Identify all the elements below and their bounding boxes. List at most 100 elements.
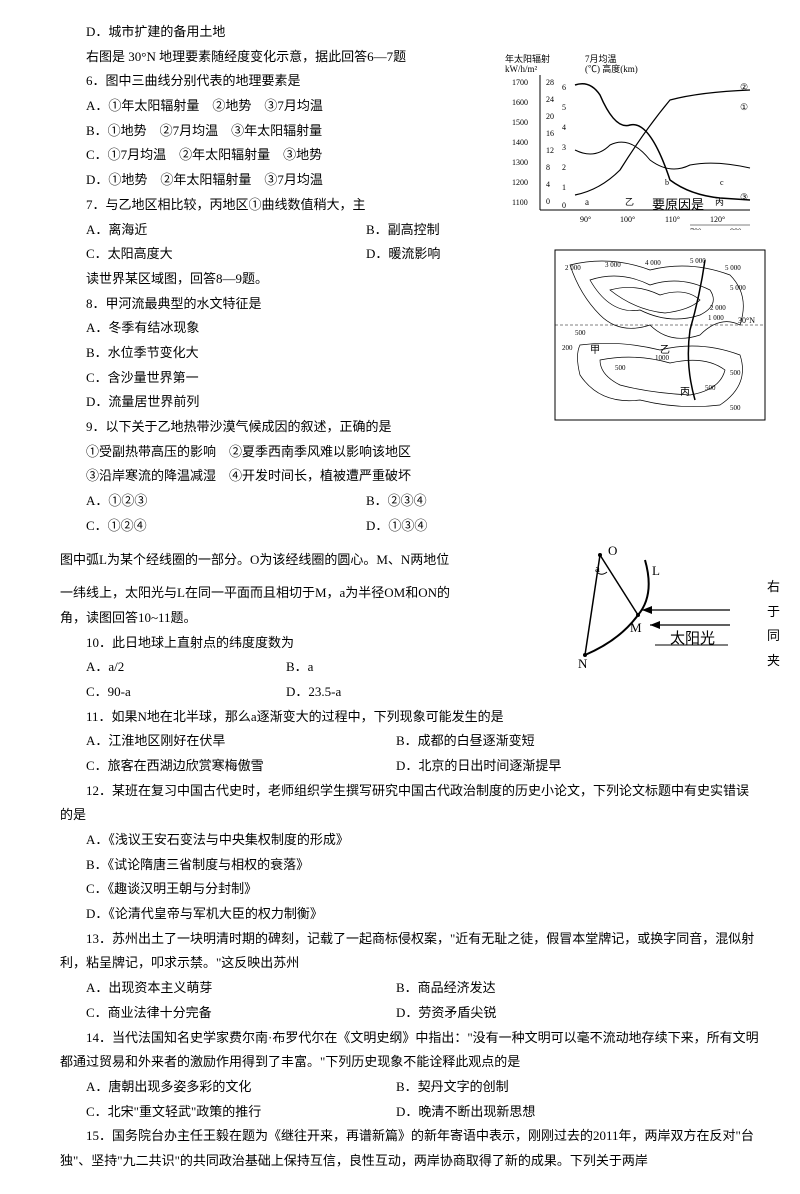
- svg-text:太阳光: 太阳光: [670, 630, 715, 647]
- svg-text:500: 500: [705, 384, 716, 392]
- svg-text:kW/h/m²: kW/h/m²: [505, 64, 537, 74]
- svg-text:1100: 1100: [512, 198, 528, 207]
- q9-ab: A．①②③ B．②③④: [60, 489, 760, 514]
- q9-c: C．①②④: [60, 514, 340, 539]
- figure-1-chart: 年太阳辐射 kW/h/m² 7月均温 (℃) 高度(km) 1700 1600 …: [490, 50, 770, 230]
- svg-text:1700: 1700: [512, 78, 528, 87]
- svg-text:30°N: 30°N: [738, 316, 755, 325]
- svg-text:12: 12: [546, 146, 554, 155]
- document-content: 年太阳辐射 kW/h/m² 7月均温 (℃) 高度(km) 1700 1600 …: [60, 20, 760, 1174]
- svg-text:1 000: 1 000: [708, 314, 724, 322]
- svg-text:3 000: 3 000: [605, 261, 621, 269]
- q12-a: A．《浅议王安石变法与中央集权制度的形成》: [60, 828, 760, 853]
- svg-text:c: c: [720, 178, 724, 187]
- svg-text:4: 4: [562, 123, 566, 132]
- q7-a: A．离海近: [60, 218, 340, 243]
- svg-text:70°: 70°: [690, 227, 701, 230]
- q9-a: A．①②③: [60, 489, 340, 514]
- q14-cd: C．北宋"重文轻武"政策的推行 D．晚清不断出现新思想: [60, 1100, 760, 1125]
- q7-d: D．暖流影响: [340, 242, 440, 267]
- r-label: 夹: [767, 649, 780, 674]
- q13-a: A．出现资本主义萌芽: [60, 976, 370, 1001]
- svg-text:100°: 100°: [620, 215, 635, 224]
- svg-text:500: 500: [615, 364, 626, 372]
- q13-ab: A．出现资本主义萌芽 B．商品经济发达: [60, 976, 760, 1001]
- q9-cd: C．①②④ D．①③④: [60, 514, 760, 539]
- svg-text:1300: 1300: [512, 158, 528, 167]
- q14-b: B．契丹文字的创制: [370, 1075, 509, 1100]
- svg-text:0: 0: [562, 201, 566, 210]
- svg-text:O: O: [608, 543, 617, 558]
- svg-text:500: 500: [730, 369, 741, 377]
- option-d: D．城市扩建的备用土地: [60, 20, 760, 45]
- svg-text:(℃) 高度(km): (℃) 高度(km): [585, 63, 638, 74]
- svg-text:28: 28: [546, 78, 554, 87]
- svg-text:2: 2: [562, 163, 566, 172]
- svg-text:200: 200: [562, 344, 573, 352]
- q10-a: A．a/2: [60, 655, 260, 680]
- r-label: 于: [767, 600, 780, 625]
- q10-d: D．23.5-a: [260, 680, 341, 705]
- svg-text:1: 1: [562, 183, 566, 192]
- q11-d: D．北京的日出时间逐渐提早: [370, 754, 561, 779]
- svg-text:120°: 120°: [710, 215, 725, 224]
- r-label: 同: [767, 624, 780, 649]
- q12-b: B．《试论隋唐三省制度与相权的衰落》: [60, 853, 760, 878]
- svg-text:5: 5: [562, 103, 566, 112]
- svg-text:80°: 80°: [730, 227, 741, 230]
- svg-text:a: a: [585, 197, 589, 207]
- q11-ab: A．江淮地区刚好在伏旱 B．成都的白昼逐渐变短: [60, 729, 760, 754]
- svg-text:N: N: [578, 656, 588, 670]
- q7-b: B．副高控制: [340, 218, 440, 243]
- q11-a: A．江淮地区刚好在伏旱: [60, 729, 370, 754]
- svg-text:8: 8: [546, 163, 550, 172]
- q13-cd: C．商业法律十分完备 D．劳资矛盾尖锐: [60, 1001, 760, 1026]
- q14-a: A．唐朝出现多姿多彩的文化: [60, 1075, 370, 1100]
- q14-d: D．晚清不断出现新思想: [370, 1100, 535, 1125]
- svg-text:7月均温: 7月均温: [585, 53, 617, 64]
- q11-stem: 11．如果N地在北半球，那么a逐渐变大的过程中，下列现象可能发生的是: [60, 705, 760, 730]
- q14-ab: A．唐朝出现多姿多彩的文化 B．契丹文字的创制: [60, 1075, 760, 1100]
- r-label: 右: [767, 575, 780, 600]
- q10-c: C．90-a: [60, 680, 260, 705]
- svg-text:M: M: [630, 620, 642, 635]
- svg-text:乙: 乙: [625, 197, 634, 207]
- q11-c: C．旅客在西湖边欣赏寒梅傲雪: [60, 754, 370, 779]
- q14-c: C．北宋"重文轻武"政策的推行: [60, 1100, 370, 1125]
- svg-text:6: 6: [562, 83, 566, 92]
- svg-text:1500: 1500: [512, 118, 528, 127]
- q13-stem: 13．苏州出土了一块明清时期的碑刻，记载了一起商标侵权案，"近有无耻之徒，假冒本…: [60, 927, 760, 976]
- q14-stem: 14．当代法国知名史学家费尔南·布罗代尔在《文明史纲》中指出："没有一种文明可以…: [60, 1026, 760, 1075]
- q7-stem-left: 7．与乙地区相比较，丙地区①曲线数值稍大，主: [86, 197, 366, 212]
- q9-b: B．②③④: [340, 489, 427, 514]
- svg-text:1400: 1400: [512, 138, 528, 147]
- svg-text:丙: 丙: [680, 387, 690, 398]
- q7-c: C．太阳高度大: [60, 242, 340, 267]
- q9-line3: ③沿岸寒流的降温减湿 ④开发时间长，植被遭严重破坏: [60, 464, 760, 489]
- svg-text:②: ②: [740, 82, 748, 92]
- svg-text:5 000: 5 000: [690, 257, 706, 265]
- svg-text:①: ①: [740, 102, 748, 112]
- svg-text:年太阳辐射: 年太阳辐射: [505, 53, 550, 64]
- svg-text:b: b: [665, 178, 669, 187]
- svg-text:110°: 110°: [665, 215, 680, 224]
- q11-b: B．成都的白昼逐渐变短: [370, 729, 535, 754]
- svg-text:甲: 甲: [590, 345, 600, 356]
- svg-text:③: ③: [740, 192, 748, 202]
- svg-text:1600: 1600: [512, 98, 528, 107]
- svg-text:0: 0: [546, 197, 550, 206]
- svg-text:a: a: [595, 563, 600, 575]
- svg-text:2 000: 2 000: [565, 264, 581, 272]
- q9-d: D．①③④: [340, 514, 427, 539]
- figure-2-map: 30°N 2 000 3 000 4 000 5 000 5 000 5 000…: [550, 245, 770, 425]
- q10-b: B．a: [260, 655, 313, 680]
- q13-d: D．劳资矛盾尖锐: [370, 1001, 496, 1026]
- svg-text:90°: 90°: [580, 215, 591, 224]
- q10-cd: C．90-a D．23.5-a: [60, 680, 760, 705]
- svg-text:24: 24: [546, 95, 554, 104]
- svg-text:3: 3: [562, 143, 566, 152]
- right-margin-text: 右 于 同 夹: [767, 575, 780, 674]
- svg-text:500: 500: [575, 329, 586, 337]
- q12-stem: 12．某班在复习中国古代史时，老师组织学生撰写研究中国古代政治制度的历史小论文，…: [60, 779, 760, 828]
- q13-c: C．商业法律十分完备: [60, 1001, 370, 1026]
